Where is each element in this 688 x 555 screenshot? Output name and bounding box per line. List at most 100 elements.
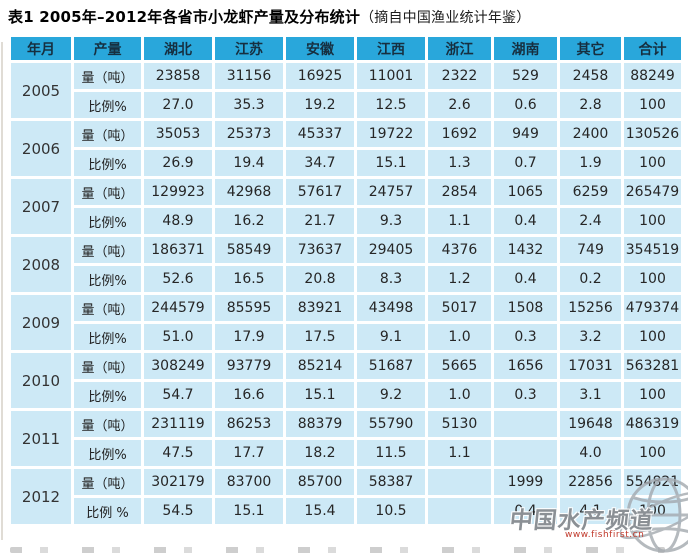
value-cell: 88249 [624,63,681,89]
value-cell: 529 [494,63,557,89]
value-cell: 130526 [624,121,681,147]
ratio-row-label: 比例% [74,150,141,176]
value-cell: 15.4 [286,498,354,524]
value-cell: 2854 [428,179,491,205]
value-cell: 186371 [144,237,212,263]
table-row-quantity: 2009 量（吨） 244579 85595 83921 43498 5017 1508 152… [11,295,681,350]
value-cell [428,498,491,524]
value-cell: 4376 [428,237,491,263]
value-cell: 48.9 [144,208,212,234]
value-cell: 1999 [494,469,557,495]
table-row-ratio: 比例 % 54.5 15.1 15.4 10.5 0.4 4.1 100 [11,498,681,524]
year-cell: 2007 [11,179,71,234]
quantity-row-label: 量（吨） [74,121,141,147]
table-row-quantity: 2012 量（吨） 302179 83700 85700 58387 1999 22856 55… [11,469,681,524]
quantity-row-label: 量（吨） [74,237,141,263]
value-cell: 17031 [560,353,621,379]
table-row-quantity: 2006 量（吨） 35053 25373 45337 19722 1692 949 2400 1… [11,121,681,176]
value-cell: 231119 [144,411,212,437]
value-cell: 10.5 [357,498,425,524]
value-cell: 15256 [560,295,621,321]
value-cell: 86253 [215,411,283,437]
quantity-row-label: 量（吨） [74,63,141,89]
value-cell: 1.0 [428,324,491,350]
value-cell: 17.7 [215,440,283,466]
value-cell: 100 [624,266,681,292]
value-cell: 24757 [357,179,425,205]
value-cell: 16925 [286,63,354,89]
value-cell: 51.0 [144,324,212,350]
year-cell: 2010 [11,353,71,408]
value-cell: 100 [624,92,681,118]
value-cell: 58549 [215,237,283,263]
value-cell: 1.2 [428,266,491,292]
value-cell: 17.5 [286,324,354,350]
value-cell: 83700 [215,469,283,495]
value-cell: 0.3 [494,324,557,350]
quantity-row-label: 量（吨） [74,295,141,321]
table-row-ratio: 比例% 26.9 19.4 34.7 15.1 1.3 0.7 1.9 100 [11,150,681,176]
value-cell: 949 [494,121,557,147]
value-cell: 19.4 [215,150,283,176]
value-cell: 265479 [624,179,681,205]
ratio-row-label: 比例 % [74,498,141,524]
value-cell: 308249 [144,353,212,379]
value-cell: 20.8 [286,266,354,292]
value-cell: 5130 [428,411,491,437]
value-cell: 8.3 [357,266,425,292]
table-row-quantity: 2005 量（吨） 23858 31156 16925 11001 2322 529 2458 8… [11,63,681,118]
header-row: 年月 产量 湖北 江苏 安徽 江西 浙江 湖南 其它 合计 [11,37,681,60]
value-cell: 2.6 [428,92,491,118]
value-cell: 85214 [286,353,354,379]
value-cell: 93779 [215,353,283,379]
value-cell: 4.1 [560,498,621,524]
value-cell: 0.4 [494,266,557,292]
value-cell: 27.0 [144,92,212,118]
value-cell: 1.1 [428,440,491,466]
column-header-other: 其它 [560,37,621,60]
value-cell: 302179 [144,469,212,495]
value-cell: 11.5 [357,440,425,466]
value-cell: 15.1 [357,150,425,176]
column-header-hunan: 湖南 [494,37,557,60]
year-cell: 2008 [11,237,71,292]
column-header-year: 年月 [11,37,71,60]
column-header-anhui: 安徽 [286,37,354,60]
value-cell: 26.9 [144,150,212,176]
column-header-output: 产量 [74,37,141,60]
value-cell: 1508 [494,295,557,321]
value-cell: 2322 [428,63,491,89]
ratio-row-label: 比例% [74,440,141,466]
value-cell: 749 [560,237,621,263]
value-cell: 4.0 [560,440,621,466]
cutoff-text-strip [10,547,665,553]
value-cell: 100 [624,324,681,350]
value-cell: 16.6 [215,382,283,408]
value-cell: 3.2 [560,324,621,350]
value-cell: 35.3 [215,92,283,118]
value-cell: 23858 [144,63,212,89]
value-cell [494,411,557,437]
table-row-quantity: 2010 量（吨） 308249 93779 85214 51687 5665 1656 170… [11,353,681,408]
value-cell: 15.1 [286,382,354,408]
value-cell: 29405 [357,237,425,263]
value-cell: 12.5 [357,92,425,118]
column-header-total: 合计 [624,37,681,60]
value-cell: 1656 [494,353,557,379]
value-cell: 18.2 [286,440,354,466]
value-cell: 1065 [494,179,557,205]
value-cell: 19648 [560,411,621,437]
value-cell: 35053 [144,121,212,147]
value-cell: 9.1 [357,324,425,350]
quantity-row-label: 量（吨） [74,411,141,437]
value-cell: 22856 [560,469,621,495]
value-cell [494,440,557,466]
value-cell: 34.7 [286,150,354,176]
value-cell: 83921 [286,295,354,321]
value-cell: 19722 [357,121,425,147]
ratio-row-label: 比例% [74,324,141,350]
value-cell: 51687 [357,353,425,379]
value-cell: 100 [624,440,681,466]
value-cell: 129923 [144,179,212,205]
table-row-ratio: 比例% 48.9 16.2 21.7 9.3 1.1 0.4 2.4 100 [11,208,681,234]
